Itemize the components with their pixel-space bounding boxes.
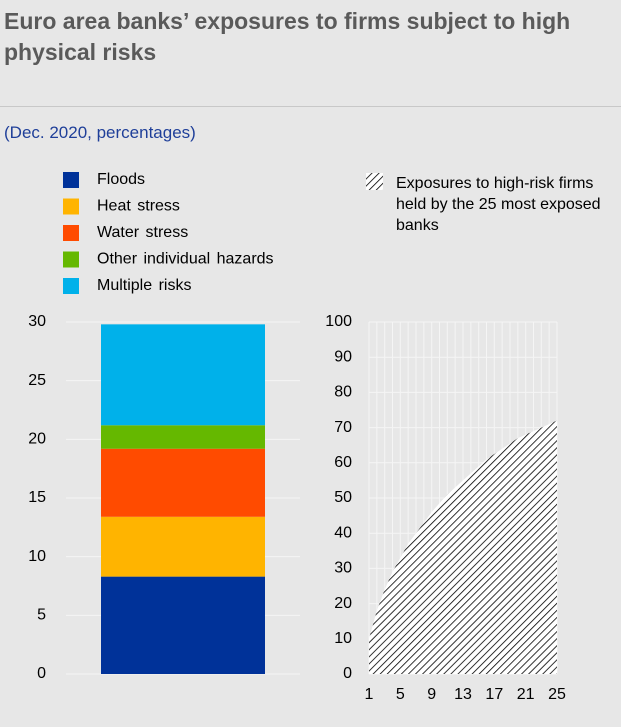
- y-tick-label: 20: [28, 431, 46, 448]
- x-tick-label: 9: [427, 686, 436, 703]
- y-tick-label: 0: [343, 665, 352, 682]
- legend-label-box: Exposures to high-risk firms held by the…: [396, 175, 601, 234]
- x-tick-label: 21: [517, 686, 535, 703]
- y-tick-label: 70: [334, 419, 352, 436]
- y-tick-label: 15: [28, 489, 46, 506]
- legend-label: Exposures to high-risk firms held by the…: [396, 175, 601, 234]
- x-tick-label: 25: [548, 686, 566, 703]
- area: [369, 420, 557, 674]
- subtitle: (Dec. 2020, percentages): [4, 123, 196, 142]
- y-tick-label: 30: [28, 313, 46, 330]
- y-tick-label: 100: [325, 313, 352, 330]
- bar-segment: [101, 324, 265, 426]
- y-tick-label: 50: [334, 489, 352, 506]
- legend-label: Heat stress: [97, 198, 180, 215]
- y-tick-label: 90: [334, 348, 352, 365]
- legend-label: Other individual hazards: [97, 251, 274, 268]
- legend-swatch: [63, 278, 79, 294]
- legend-swatch: [63, 172, 79, 188]
- bar-segment: [101, 576, 265, 674]
- x-tick-label: 5: [396, 686, 405, 703]
- x-tick-label: 13: [454, 686, 472, 703]
- x-tick-label: 1: [365, 686, 374, 703]
- legend-label: Multiple risks: [97, 277, 191, 294]
- y-tick-label: 80: [334, 384, 352, 401]
- title: Euro area banks’ exposures to firms subj…: [4, 8, 571, 65]
- bar-segment: [101, 448, 265, 517]
- legend-swatch: [63, 225, 79, 241]
- y-tick-label: 30: [334, 560, 352, 577]
- y-tick-label: 20: [334, 595, 352, 612]
- y-tick-label: 25: [28, 372, 46, 389]
- legend-swatch: [366, 173, 383, 190]
- y-tick-label: 10: [28, 548, 46, 565]
- legend-swatch: [63, 251, 79, 268]
- bar-segment: [101, 516, 265, 577]
- y-tick-label: 5: [37, 607, 46, 624]
- legend-label: Floods: [97, 171, 145, 188]
- y-tick-label: 10: [334, 630, 352, 647]
- bar-segment: [101, 425, 265, 449]
- y-tick-label: 0: [37, 665, 46, 682]
- x-tick-label: 17: [485, 686, 503, 703]
- y-tick-label: 60: [334, 454, 352, 471]
- divider: [0, 106, 621, 107]
- legend-label: Water stress: [97, 224, 188, 241]
- y-tick-label: 40: [334, 524, 352, 541]
- legend-swatch: [63, 198, 79, 215]
